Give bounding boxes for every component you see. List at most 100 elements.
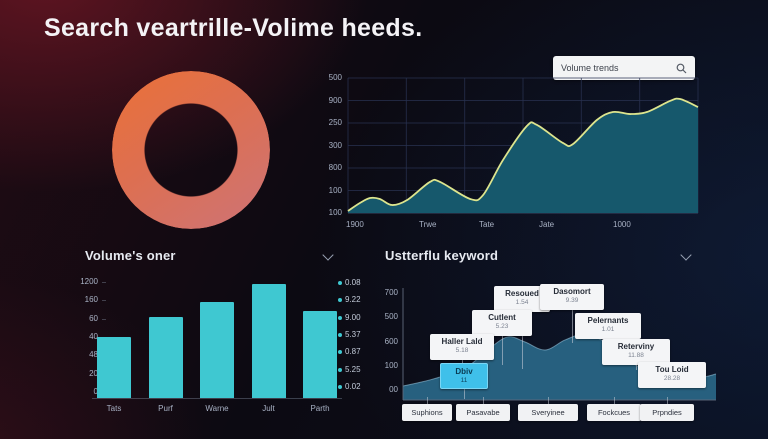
bar-y-tick-mark — [102, 300, 106, 302]
keyword-y-tick-label: 00 — [389, 385, 398, 394]
bar-x-label: Parth — [310, 404, 330, 413]
callout-dasomort[interactable]: Dasomort 9.39 — [540, 284, 604, 310]
bar-x-label: Tats — [106, 404, 122, 413]
callout-value: 11.88 — [628, 352, 644, 359]
bar-y-tick-label: 60 — [89, 313, 98, 323]
trends-x-tick-label: Tate — [479, 220, 495, 229]
side-value-dot — [338, 385, 342, 389]
callout-reterviny[interactable]: Reterviny 11.88 — [602, 339, 670, 365]
side-value-dot — [338, 315, 342, 320]
trends-line — [347, 97, 699, 212]
trends-y-tick-label: 100 — [328, 185, 342, 195]
callout-connector — [572, 309, 573, 343]
trends-y-tick-label: 500 — [328, 73, 342, 82]
side-value-label: 5.25 — [345, 364, 361, 374]
bar-y-tick-label: 0 — [93, 387, 98, 396]
side-value-label: 0.02 — [345, 382, 361, 391]
bar-y-tick-label: 20 — [89, 368, 98, 378]
page-title: Search veartrille-Volime heeds. — [44, 14, 423, 42]
callout-label: Pelernants — [587, 316, 629, 325]
callout-dbiv[interactable]: Dbiv 11 — [440, 363, 488, 389]
callout-haller-lald[interactable]: Haller Lald 5.18 — [430, 334, 494, 360]
callout-label: Dbiv — [455, 367, 473, 376]
search-input-value[interactable]: Volume trends — [561, 63, 619, 73]
bar-y-tick-mark — [102, 318, 106, 320]
trends-plot — [347, 77, 699, 214]
keyword-chip-tick — [427, 397, 428, 404]
keyword-y-tick-label: 500 — [384, 312, 398, 322]
donut-chart — [112, 71, 270, 229]
keyword-chip-sveryinee[interactable]: Sveryinee — [518, 404, 578, 421]
keyword-y-tick-label: 100 — [384, 360, 398, 370]
bar-y-tick-label: 160 — [84, 295, 98, 305]
bar-x-label: Jult — [262, 404, 275, 413]
keyword-chip-tick — [483, 397, 484, 404]
callout-connector — [636, 364, 637, 370]
callout-label: Haller Lald — [441, 337, 483, 346]
side-value-label: 9.22 — [345, 295, 361, 305]
trends-x-tick-label: 1000 — [613, 220, 631, 229]
side-value-dot — [338, 350, 342, 355]
keyword-chip-tick — [667, 397, 668, 404]
callout-connector — [502, 335, 503, 365]
bar-tats — [97, 336, 131, 398]
callout-label: Tou Loid — [655, 365, 689, 374]
search-icon[interactable] — [676, 63, 687, 74]
callout-value: 5.18 — [455, 347, 469, 354]
side-value-dot — [338, 298, 342, 303]
trends-y-tick-label: 800 — [328, 163, 342, 172]
keyword-chip-fockcues[interactable]: Fockcues — [587, 404, 641, 421]
trends-x-tick-label: Trwe — [419, 220, 437, 229]
bar-x-label: Warne — [205, 404, 229, 413]
callout-value: 5.23 — [495, 323, 509, 330]
callout-value: 1.01 — [601, 326, 615, 333]
callout-label: Cutlent — [488, 313, 516, 322]
trends-area — [348, 98, 698, 213]
keyword-y-tick-label: 700 — [384, 288, 398, 297]
trends-y-tick-label: 300 — [328, 140, 342, 150]
callout-label: Resoued — [505, 289, 539, 298]
bar-y-tick-mark — [102, 282, 106, 283]
trends-x-tick-label: Jate — [539, 220, 555, 229]
callout-value: 9.39 — [565, 297, 579, 304]
trends-y-tick-label: 250 — [328, 118, 342, 127]
keyword-chip-tick — [548, 397, 549, 404]
callout-cutlent[interactable]: Cutlent 5.23 — [472, 310, 532, 336]
callout-value: 28.28 — [663, 375, 681, 382]
keyword-chip-suphions[interactable]: Suphions — [402, 404, 452, 421]
callout-connector — [522, 311, 523, 369]
callout-label: Dasomort — [553, 287, 591, 296]
keyword-chip-pasavabe[interactable]: Pasavabe — [456, 404, 510, 421]
side-value-dot — [338, 333, 342, 337]
callout-value: 1.54 — [515, 299, 529, 306]
bar-warne — [200, 302, 234, 398]
callout-value: 11 — [460, 377, 468, 384]
keyword-chip-tick — [614, 397, 615, 404]
trends-y-tick-label: 900 — [328, 95, 342, 105]
bar-y-tick-label: 48 — [89, 350, 98, 360]
callout-tou-loid[interactable]: Tou Loid 28.28 — [638, 362, 706, 388]
bar-y-tick-label: 1200 — [80, 277, 98, 286]
callout-connector — [464, 388, 465, 399]
trends-y-tick-label: 100 — [328, 208, 342, 217]
side-value-label: 0.08 — [345, 278, 361, 287]
side-value-label: 0.87 — [345, 347, 361, 357]
bar-chart-baseline — [92, 398, 342, 399]
keyword-y-tick-label: 600 — [384, 336, 398, 346]
side-value-dot — [338, 281, 342, 285]
callout-pelernants[interactable]: Pelernants 1.01 — [575, 313, 641, 339]
keyword-chip-prpndies[interactable]: Prpndies — [640, 404, 694, 421]
search-box[interactable]: Volume trends — [553, 56, 695, 80]
side-value-label: 9.00 — [345, 312, 361, 322]
bar-jult — [251, 283, 286, 398]
bar-y-tick-label: 40 — [89, 332, 98, 341]
side-value-dot — [338, 367, 342, 372]
bar-parth — [303, 310, 337, 398]
bar-panel-title: Volume's oner — [85, 248, 176, 263]
bar-x-label: Purf — [158, 404, 173, 413]
keyword-panel-title: Ustterflu keyword — [385, 248, 499, 263]
